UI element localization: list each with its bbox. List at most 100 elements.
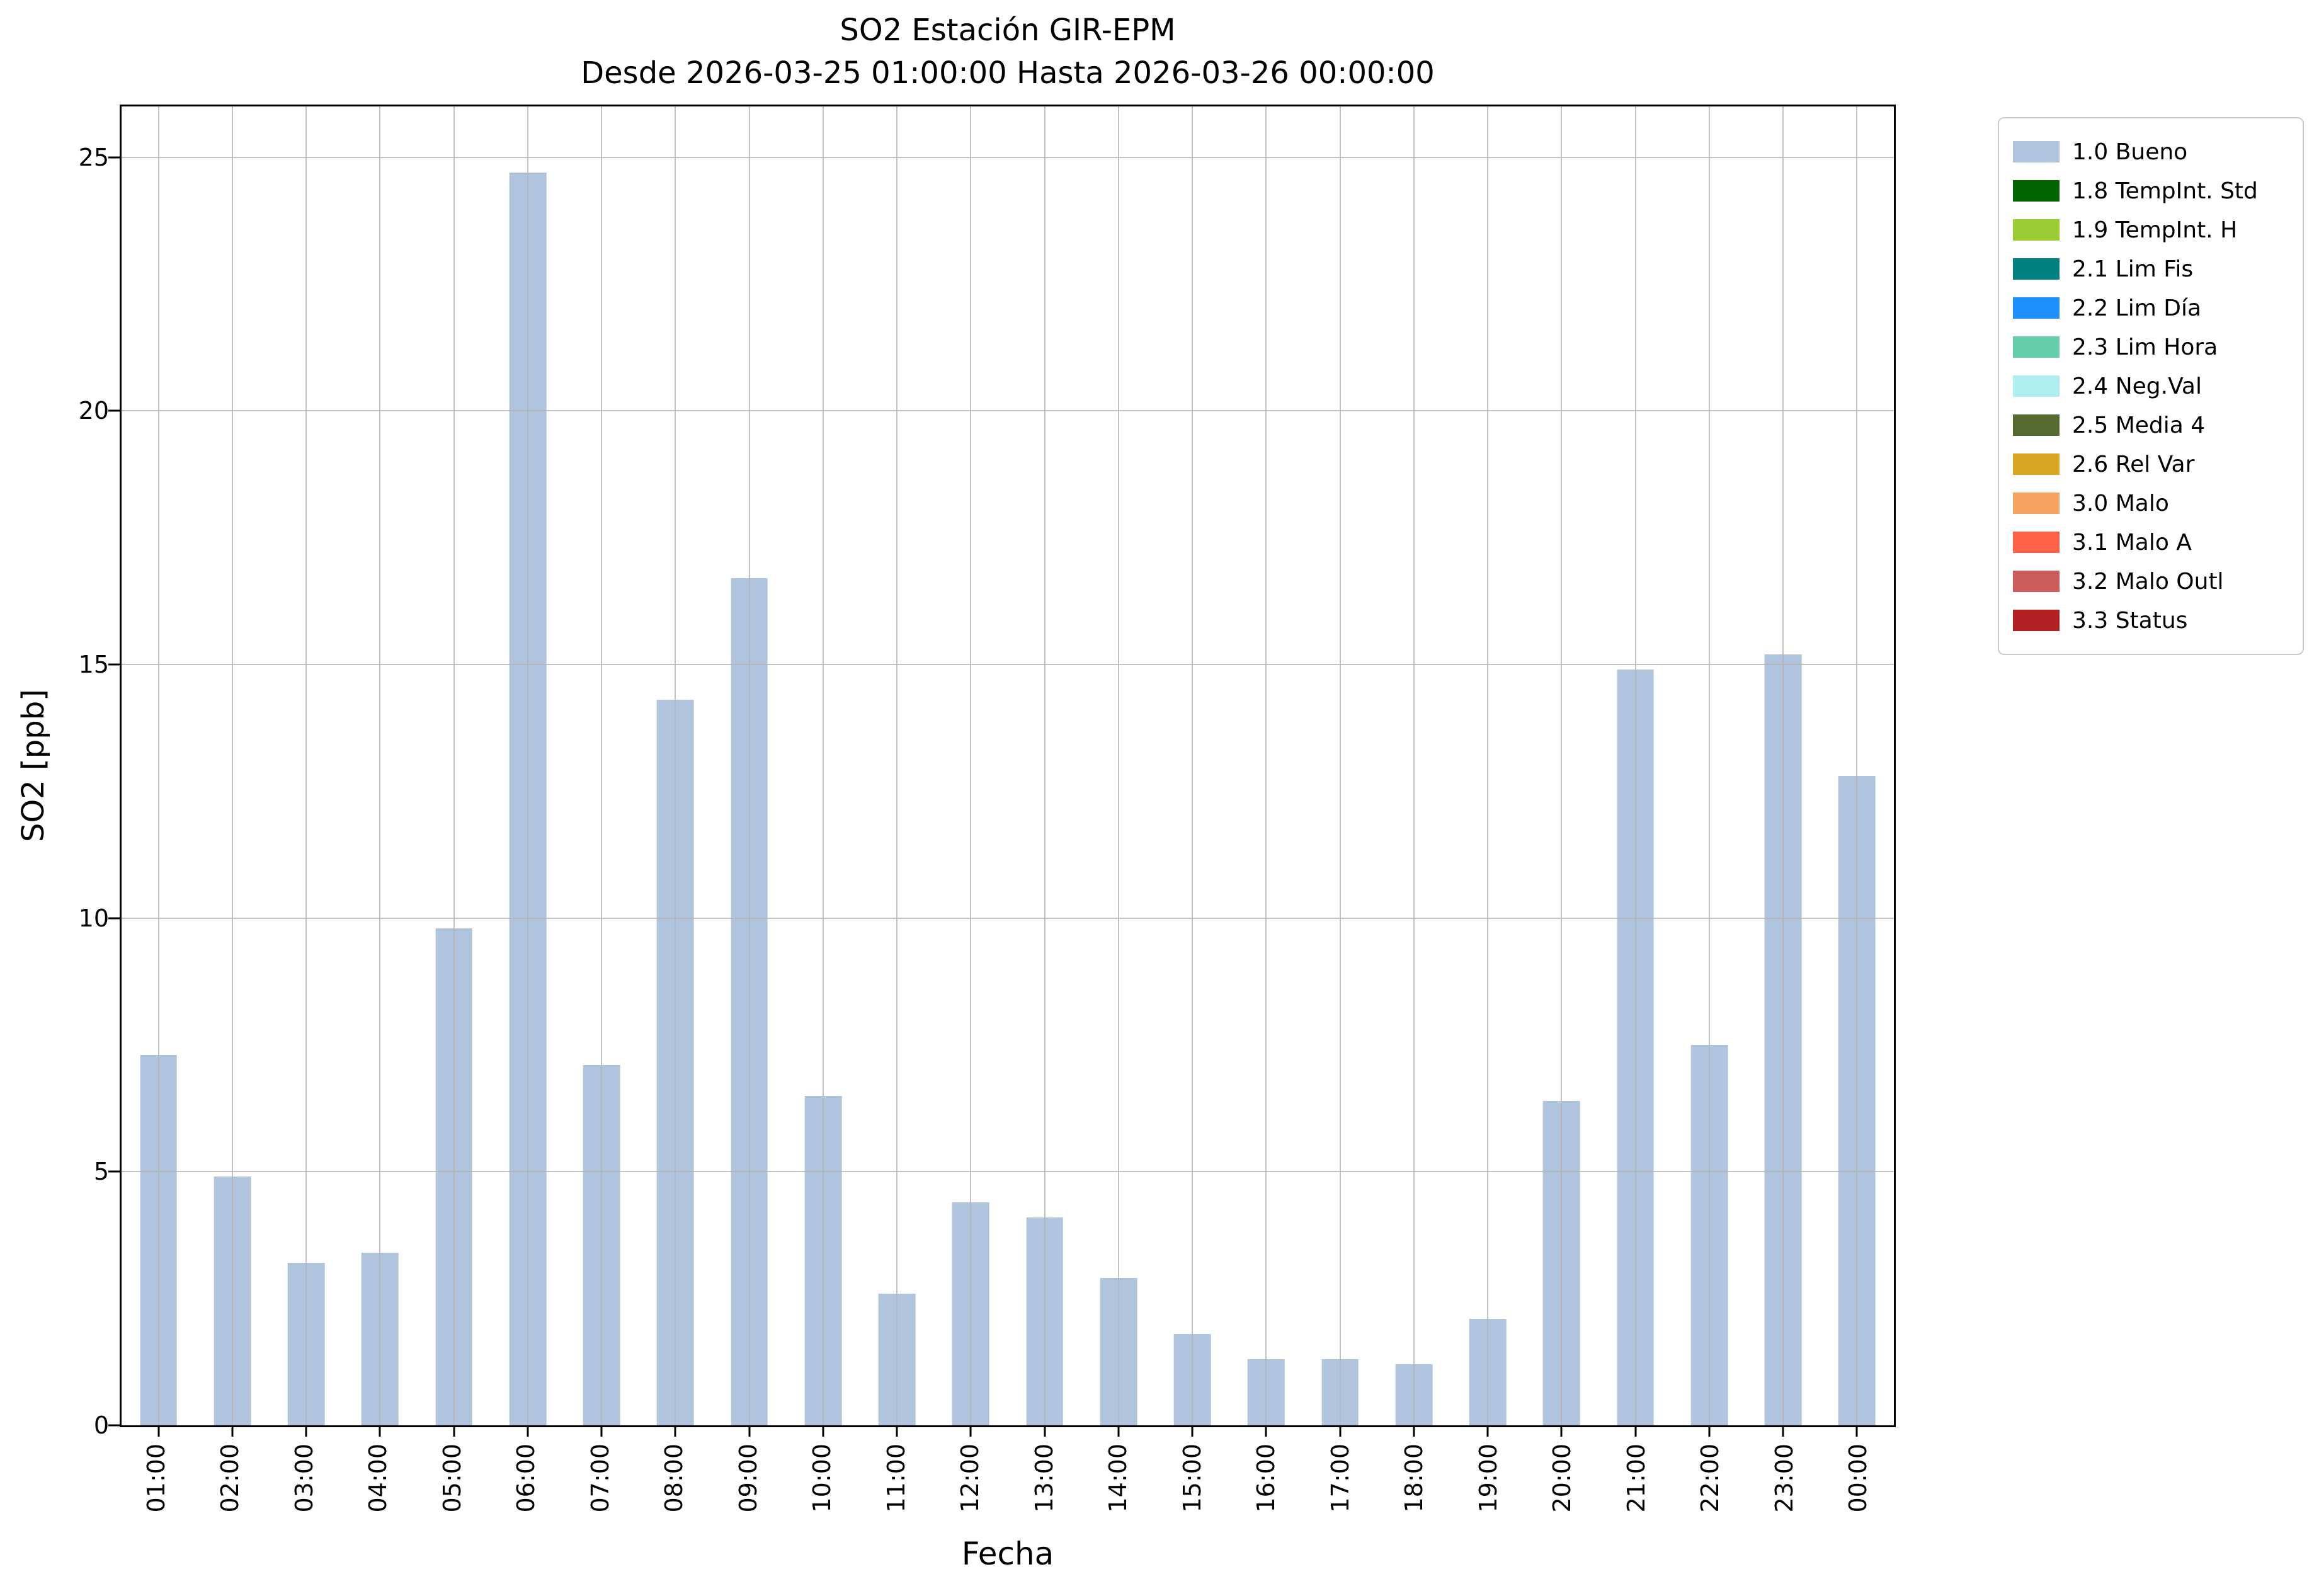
legend-swatch bbox=[2013, 493, 2060, 514]
gridline-horizontal bbox=[122, 663, 1894, 665]
x-tick-label: 03:00 bbox=[290, 1444, 318, 1513]
plot-area: 0 5 10 15 20 25 bbox=[79, 105, 1896, 1437]
y-tick-label: 20 bbox=[78, 397, 109, 425]
x-tick-label: 09:00 bbox=[734, 1444, 762, 1513]
x-tick-label: 20:00 bbox=[1548, 1444, 1576, 1513]
legend-swatch bbox=[2013, 571, 2060, 592]
y-tick-label: 5 bbox=[93, 1158, 109, 1186]
x-tick-mark bbox=[1413, 1425, 1415, 1437]
x-tick-label: 07:00 bbox=[586, 1444, 614, 1513]
x-tick-mark bbox=[674, 1425, 676, 1437]
gridline-vertical bbox=[1634, 106, 1636, 1425]
legend-swatch bbox=[2013, 610, 2060, 631]
x-tick-mark bbox=[1191, 1425, 1194, 1437]
gridline-vertical bbox=[157, 106, 159, 1425]
gridline-vertical bbox=[1856, 106, 1858, 1425]
y-tick-label: 0 bbox=[93, 1411, 109, 1439]
x-tick-mark bbox=[305, 1425, 307, 1437]
x-tick-label: 08:00 bbox=[660, 1444, 688, 1513]
y-tick-label: 10 bbox=[78, 904, 109, 932]
x-tick-mark bbox=[600, 1425, 603, 1437]
legend-swatch bbox=[2013, 141, 2060, 162]
gridline-vertical bbox=[1192, 106, 1194, 1425]
gridline-vertical bbox=[1265, 106, 1267, 1425]
y-tick-mark bbox=[108, 663, 120, 666]
legend-swatch bbox=[2013, 453, 2060, 475]
gridline-vertical bbox=[1044, 106, 1046, 1425]
x-tick-mark bbox=[453, 1425, 455, 1437]
legend-label: 3.1 Malo A bbox=[2072, 529, 2192, 556]
x-tick-label: 04:00 bbox=[364, 1444, 392, 1513]
gridline-vertical bbox=[748, 106, 750, 1425]
legend-label: 1.9 TempInt. H bbox=[2072, 217, 2238, 243]
x-tick-mark bbox=[527, 1425, 529, 1437]
x-tick-label: 21:00 bbox=[1622, 1444, 1650, 1513]
legend-label: 3.2 Malo Outl bbox=[2072, 568, 2224, 595]
x-tick-mark bbox=[1117, 1425, 1120, 1437]
gridline-vertical bbox=[896, 106, 898, 1425]
legend-swatch bbox=[2013, 219, 2060, 241]
x-tick-label: 19:00 bbox=[1474, 1444, 1502, 1513]
x-tick-label: 10:00 bbox=[808, 1444, 836, 1513]
x-tick-label: 11:00 bbox=[882, 1444, 910, 1513]
gridline-vertical bbox=[970, 106, 972, 1425]
legend-item: 2.3 Lim Hora bbox=[2013, 328, 2288, 367]
legend-swatch bbox=[2013, 532, 2060, 553]
y-tick-mark bbox=[108, 1170, 120, 1173]
x-tick-mark bbox=[1486, 1425, 1489, 1437]
legend-item: 2.6 Rel Var bbox=[2013, 445, 2288, 484]
gridline-vertical bbox=[1413, 106, 1415, 1425]
x-tick-mark bbox=[748, 1425, 751, 1437]
x-tick-label: 01:00 bbox=[142, 1444, 170, 1513]
gridline-vertical bbox=[1339, 106, 1341, 1425]
legend-item: 1.9 TempInt. H bbox=[2013, 210, 2288, 249]
y-tick-label: 15 bbox=[78, 650, 109, 678]
legend-swatch bbox=[2013, 336, 2060, 358]
legend-label: 1.0 Bueno bbox=[2072, 139, 2188, 165]
gridline-vertical bbox=[231, 106, 233, 1425]
chart-title: SO2 Estación GIR-EPM bbox=[840, 13, 1176, 48]
gridline-horizontal bbox=[122, 156, 1894, 158]
x-tick-mark bbox=[1265, 1425, 1267, 1437]
x-tick-label: 15:00 bbox=[1178, 1444, 1206, 1513]
x-tick-mark bbox=[1855, 1425, 1858, 1437]
x-tick-mark bbox=[157, 1425, 160, 1437]
x-tick-mark bbox=[822, 1425, 824, 1437]
legend-swatch bbox=[2013, 180, 2060, 202]
legend-swatch bbox=[2013, 414, 2060, 436]
legend-item: 3.2 Malo Outl bbox=[2013, 562, 2288, 601]
legend-item: 2.5 Media 4 bbox=[2013, 406, 2288, 445]
y-tick-mark bbox=[108, 917, 120, 920]
gridline-vertical bbox=[305, 106, 307, 1425]
legend-label: 2.3 Lim Hora bbox=[2072, 334, 2218, 360]
x-tick-label: 14:00 bbox=[1104, 1444, 1132, 1513]
x-tick-label: 12:00 bbox=[956, 1444, 984, 1513]
x-tick-mark bbox=[969, 1425, 972, 1437]
legend-swatch bbox=[2013, 297, 2060, 319]
x-tick-label: 17:00 bbox=[1326, 1444, 1354, 1513]
legend-item: 3.0 Malo bbox=[2013, 484, 2288, 523]
x-tick-mark bbox=[231, 1425, 234, 1437]
x-tick-mark bbox=[1044, 1425, 1046, 1437]
x-tick-labels: 01:00 02:00 03:00 04:00 05:00 06:00 07:00 08:00… bbox=[120, 1444, 1896, 1532]
y-axis-label: SO2 [ppb] bbox=[16, 689, 51, 843]
gridline-vertical bbox=[1561, 106, 1563, 1425]
x-tick-mark bbox=[379, 1425, 381, 1437]
legend-item: 3.1 Malo A bbox=[2013, 523, 2288, 562]
gridline-vertical bbox=[822, 106, 824, 1425]
legend-label: 2.2 Lim Día bbox=[2072, 295, 2202, 321]
legend-label: 3.0 Malo bbox=[2072, 490, 2169, 516]
x-tick-mark bbox=[1782, 1425, 1784, 1437]
x-tick-label: 23:00 bbox=[1770, 1444, 1798, 1513]
gridline-vertical bbox=[1708, 106, 1710, 1425]
legend-label: 2.6 Rel Var bbox=[2072, 451, 2195, 477]
x-tick-label: 22:00 bbox=[1696, 1444, 1724, 1513]
x-tick-label: 00:00 bbox=[1844, 1444, 1872, 1513]
legend-item: 2.2 Lim Día bbox=[2013, 288, 2288, 328]
gridline-vertical bbox=[601, 106, 603, 1425]
gridline-vertical bbox=[453, 106, 455, 1425]
x-tick-label: 18:00 bbox=[1400, 1444, 1428, 1513]
title-block: SO2 Estación GIR-EPM Desde 2026-03-25 01… bbox=[120, 9, 1896, 94]
x-tick-label: 05:00 bbox=[438, 1444, 466, 1513]
